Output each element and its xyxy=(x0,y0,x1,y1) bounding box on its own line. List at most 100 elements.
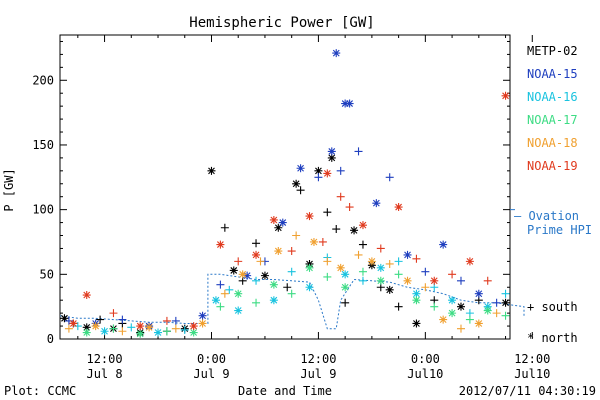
data-point-north xyxy=(332,49,341,58)
legend-marker-south: + south xyxy=(527,300,578,314)
x-tick-label-time: 0:00 xyxy=(411,352,440,366)
data-point-south xyxy=(252,298,261,307)
data-point-north xyxy=(269,296,278,305)
data-point-south xyxy=(430,302,439,311)
data-point-south xyxy=(287,289,296,298)
data-point-north xyxy=(412,289,421,298)
data-point-south xyxy=(314,173,323,182)
data-point-north xyxy=(336,263,345,272)
y-tick-label: 50 xyxy=(40,267,54,281)
data-point-north xyxy=(448,296,457,305)
data-point-south xyxy=(354,250,363,259)
data-point-south xyxy=(220,223,229,232)
footer-plot-credit: Plot: CCMC xyxy=(4,384,76,398)
data-point-north xyxy=(269,215,278,224)
data-point-north xyxy=(372,199,381,208)
data-point-north xyxy=(327,153,336,162)
data-point-south xyxy=(412,254,421,263)
data-point-south xyxy=(492,309,501,318)
data-point-north xyxy=(345,99,354,108)
data-point-north xyxy=(456,302,465,311)
data-point-south xyxy=(385,173,394,182)
x-tick-label-time: 12:00 xyxy=(300,352,336,366)
data-point-north xyxy=(305,263,314,272)
data-point-north xyxy=(403,276,412,285)
data-point-north xyxy=(367,257,376,266)
data-point-south xyxy=(252,276,261,285)
data-point-south xyxy=(162,327,171,336)
data-point-north xyxy=(136,329,145,338)
data-point-north xyxy=(376,263,385,272)
data-point-south xyxy=(421,283,430,292)
data-point-north xyxy=(269,280,278,289)
y-axis-label: P [GW] xyxy=(2,168,16,211)
data-point-north xyxy=(314,166,323,175)
data-point-north xyxy=(229,266,238,275)
data-point-south xyxy=(456,324,465,333)
data-point-north xyxy=(234,306,243,315)
data-point-south xyxy=(448,270,457,279)
data-point-north xyxy=(474,319,483,328)
data-point-north xyxy=(189,328,198,337)
legend-model-name: — Ovation xyxy=(514,209,579,223)
data-point-south xyxy=(96,315,105,324)
x-tick-label-date: Jul10 xyxy=(407,367,443,381)
data-point-north xyxy=(292,179,301,188)
data-point-north xyxy=(189,322,198,331)
data-point-north xyxy=(82,323,91,332)
data-point-south xyxy=(64,316,73,325)
data-point-south xyxy=(64,324,73,333)
legend-entry: NOAA-17 xyxy=(527,113,578,127)
legend-entry: METP-02 xyxy=(527,44,578,58)
data-point-north xyxy=(439,240,448,249)
data-point-north xyxy=(154,328,163,337)
data-point-north xyxy=(483,306,492,315)
data-point-south xyxy=(162,316,171,325)
data-point-south xyxy=(394,257,403,266)
data-point-south xyxy=(323,208,332,217)
data-point-north xyxy=(323,169,332,178)
data-point-north xyxy=(274,223,283,232)
data-point-north xyxy=(82,291,91,300)
y-tick-label: 200 xyxy=(32,73,54,87)
series-metp-02 xyxy=(60,153,510,337)
data-point-north xyxy=(260,271,269,280)
data-point-south xyxy=(171,316,180,325)
data-point-north xyxy=(243,271,252,280)
data-point-south xyxy=(323,257,332,266)
data-point-south xyxy=(109,309,118,318)
data-point-south xyxy=(354,147,363,156)
data-point-south xyxy=(501,311,510,320)
data-point-north xyxy=(252,250,261,259)
data-point-north xyxy=(341,99,350,108)
data-point-south xyxy=(345,203,354,212)
data-point-south xyxy=(109,324,118,333)
legend-marker-north: * north xyxy=(527,331,578,345)
series-noaa-15 xyxy=(64,49,501,331)
data-point-north xyxy=(305,283,314,292)
data-point-north xyxy=(305,212,314,221)
data-point-north xyxy=(145,323,154,332)
x-tick-label-time: 12:00 xyxy=(86,352,122,366)
data-point-south xyxy=(358,276,367,285)
data-point-north xyxy=(474,289,483,298)
series-noaa-17 xyxy=(82,263,510,338)
data-point-south xyxy=(118,315,127,324)
y-tick-label: 150 xyxy=(32,138,54,152)
data-point-south xyxy=(118,327,127,336)
data-point-north xyxy=(100,327,109,336)
data-point-north xyxy=(412,319,421,328)
data-point-south xyxy=(456,276,465,285)
data-point-south xyxy=(376,244,385,253)
data-point-north xyxy=(403,250,412,259)
data-point-south xyxy=(287,267,296,276)
data-point-north xyxy=(238,270,247,279)
data-point-north xyxy=(198,319,207,328)
data-point-south xyxy=(394,302,403,311)
x-tick-label-time: 12:00 xyxy=(514,352,550,366)
x-tick-label-date: Jul 8 xyxy=(86,367,122,381)
data-point-north xyxy=(274,247,283,256)
data-point-south xyxy=(216,302,225,311)
